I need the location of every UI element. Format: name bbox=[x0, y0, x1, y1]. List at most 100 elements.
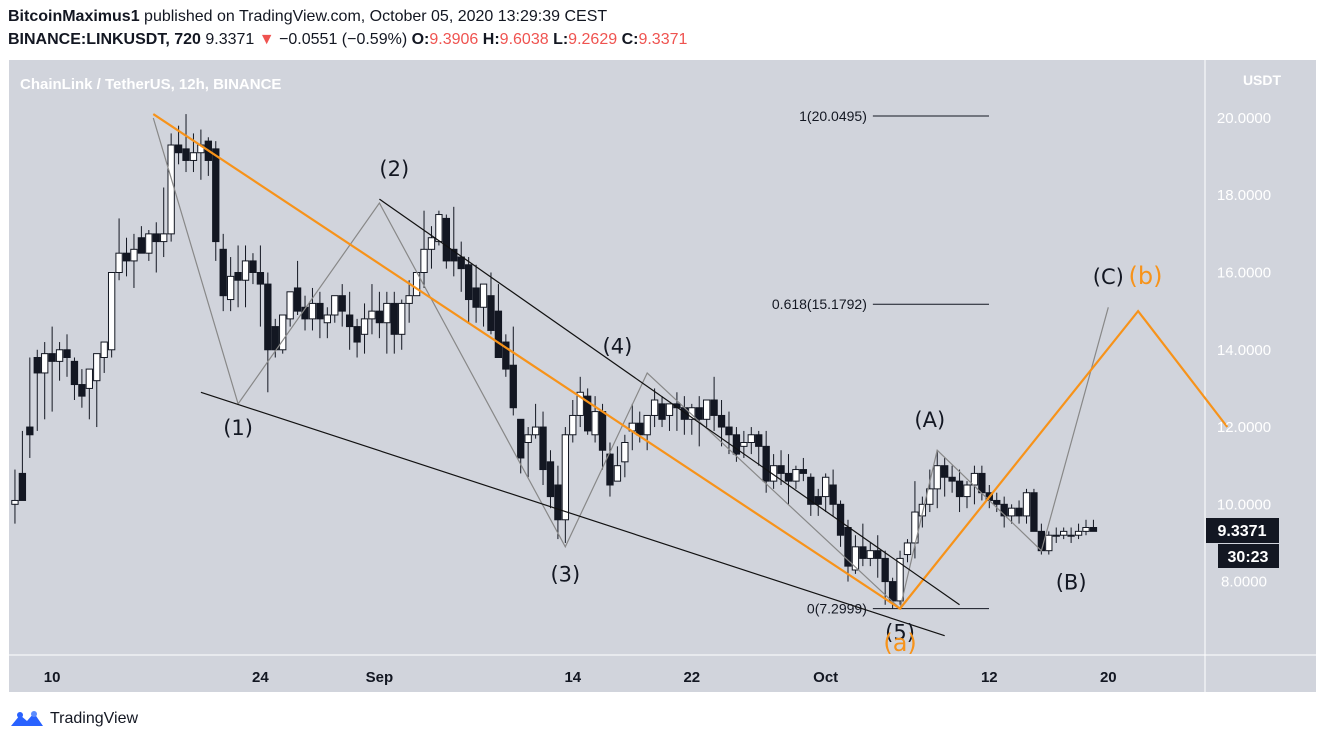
candle-bullish[interactable] bbox=[160, 233, 168, 243]
candle-bullish[interactable] bbox=[167, 144, 175, 235]
candle-bearish[interactable] bbox=[1089, 527, 1098, 532]
candle-bearish[interactable] bbox=[874, 550, 882, 559]
candle-bearish[interactable] bbox=[509, 364, 517, 409]
candle-bearish[interactable] bbox=[1030, 492, 1038, 532]
candle-bearish[interactable] bbox=[955, 480, 964, 498]
candle-bullish[interactable] bbox=[1007, 507, 1016, 517]
candle-bullish[interactable] bbox=[643, 414, 651, 436]
candle-bullish[interactable] bbox=[241, 260, 250, 281]
author-name[interactable]: BitcoinMaximus1 bbox=[8, 8, 140, 25]
candle-bearish[interactable] bbox=[256, 272, 265, 285]
candle-bearish[interactable] bbox=[941, 465, 949, 478]
candle-bearish[interactable] bbox=[732, 434, 741, 455]
candle-bearish[interactable] bbox=[799, 469, 808, 474]
candle-bullish[interactable] bbox=[851, 546, 860, 571]
candle-bearish[interactable] bbox=[725, 426, 733, 436]
candle-bearish[interactable] bbox=[249, 260, 257, 273]
candle-bearish[interactable] bbox=[338, 295, 346, 312]
candle-bullish[interactable] bbox=[896, 557, 904, 602]
candle-bearish[interactable] bbox=[375, 310, 384, 324]
candle-bullish[interactable] bbox=[524, 434, 532, 444]
candle-bullish[interactable] bbox=[970, 472, 979, 486]
candle-bearish[interactable] bbox=[472, 287, 480, 308]
candle-bearish[interactable] bbox=[212, 148, 220, 243]
candle-bearish[interactable] bbox=[464, 264, 473, 301]
candle-bearish[interactable] bbox=[494, 310, 503, 358]
candle-bullish[interactable] bbox=[747, 434, 755, 444]
candle-bearish[interactable] bbox=[345, 314, 354, 328]
candle-bearish[interactable] bbox=[710, 399, 718, 416]
candle-bullish[interactable] bbox=[703, 399, 711, 420]
candle-bearish[interactable] bbox=[1000, 503, 1008, 517]
candle-bullish[interactable] bbox=[145, 233, 153, 254]
candle-bullish[interactable] bbox=[323, 314, 331, 324]
candle-bearish[interactable] bbox=[122, 252, 131, 262]
candle-bullish[interactable] bbox=[420, 248, 428, 273]
candle-bearish[interactable] bbox=[584, 395, 592, 432]
candle-bearish[interactable] bbox=[695, 407, 703, 420]
candle-bearish[interactable] bbox=[234, 272, 242, 281]
candle-bullish[interactable] bbox=[308, 302, 317, 320]
candle-bearish[interactable] bbox=[814, 496, 822, 505]
candle-bullish[interactable] bbox=[688, 407, 696, 420]
candle-bullish[interactable] bbox=[55, 349, 64, 362]
candle-bearish[interactable] bbox=[219, 248, 227, 297]
candle-bearish[interactable] bbox=[829, 484, 837, 505]
candle-bullish[interactable] bbox=[963, 484, 971, 498]
tradingview-brand[interactable]: TradingView bbox=[10, 708, 138, 730]
candle-bearish[interactable] bbox=[658, 403, 666, 420]
candle-bearish[interactable] bbox=[442, 217, 451, 262]
candle-bullish[interactable] bbox=[360, 318, 369, 335]
candle-bullish[interactable] bbox=[576, 391, 584, 416]
candle-bullish[interactable] bbox=[591, 411, 599, 436]
candle-bearish[interactable] bbox=[762, 445, 770, 482]
candle-bearish[interactable] bbox=[784, 472, 793, 482]
candle-bearish[interactable] bbox=[70, 360, 79, 386]
candle-bullish[interactable] bbox=[100, 341, 108, 358]
upper-channel-line[interactable] bbox=[379, 198, 960, 606]
candle-bearish[interactable] bbox=[539, 426, 547, 471]
candle-bearish[interactable] bbox=[182, 148, 190, 161]
candle-bullish[interactable] bbox=[1045, 534, 1053, 552]
candle-bullish[interactable] bbox=[398, 302, 406, 335]
wave-count-path[interactable] bbox=[152, 117, 1109, 610]
candle-bullish[interactable] bbox=[621, 442, 629, 463]
candle-bullish[interactable] bbox=[130, 248, 138, 262]
candle-bullish[interactable] bbox=[41, 353, 49, 374]
candle-bearish[interactable] bbox=[881, 557, 889, 583]
candle-bearish[interactable] bbox=[33, 357, 41, 374]
candle-bearish[interactable] bbox=[606, 453, 614, 486]
candle-bearish[interactable] bbox=[888, 581, 897, 602]
candle-bullish[interactable] bbox=[740, 442, 748, 447]
candle-bearish[interactable] bbox=[487, 295, 495, 331]
candle-bearish[interactable] bbox=[948, 476, 956, 482]
lower-channel-line[interactable] bbox=[200, 391, 945, 637]
candle-bearish[interactable] bbox=[152, 233, 160, 243]
candle-bullish[interactable] bbox=[933, 465, 941, 490]
candle-bullish[interactable] bbox=[1060, 530, 1068, 536]
candle-bullish[interactable] bbox=[822, 476, 830, 498]
candle-bullish[interactable] bbox=[650, 399, 659, 416]
candle-bearish[interactable] bbox=[271, 326, 279, 351]
candle-bullish[interactable] bbox=[792, 469, 800, 482]
candle-bullish[interactable] bbox=[226, 275, 235, 301]
candle-bullish[interactable] bbox=[569, 414, 577, 436]
candle-bearish[interactable] bbox=[807, 476, 815, 505]
candle-bullish[interactable] bbox=[866, 550, 874, 559]
candle-bullish[interactable] bbox=[531, 426, 540, 436]
candle-bearish[interactable] bbox=[174, 144, 183, 154]
candle-bearish[interactable] bbox=[717, 414, 726, 428]
candle-bearish[interactable] bbox=[859, 546, 867, 559]
candle-bearish[interactable] bbox=[137, 237, 146, 254]
candle-bullish[interactable] bbox=[435, 214, 443, 243]
candle-bullish[interactable] bbox=[107, 272, 116, 351]
candle-bearish[interactable] bbox=[993, 499, 1001, 505]
candle-bullish[interactable] bbox=[1022, 492, 1031, 517]
candle-bearish[interactable] bbox=[316, 302, 324, 320]
candle-bullish[interactable] bbox=[368, 310, 376, 320]
candle-bullish[interactable] bbox=[769, 465, 778, 482]
candle-bullish[interactable] bbox=[85, 368, 93, 389]
candle-bullish[interactable] bbox=[11, 499, 19, 505]
candle-bearish[interactable] bbox=[636, 422, 644, 436]
